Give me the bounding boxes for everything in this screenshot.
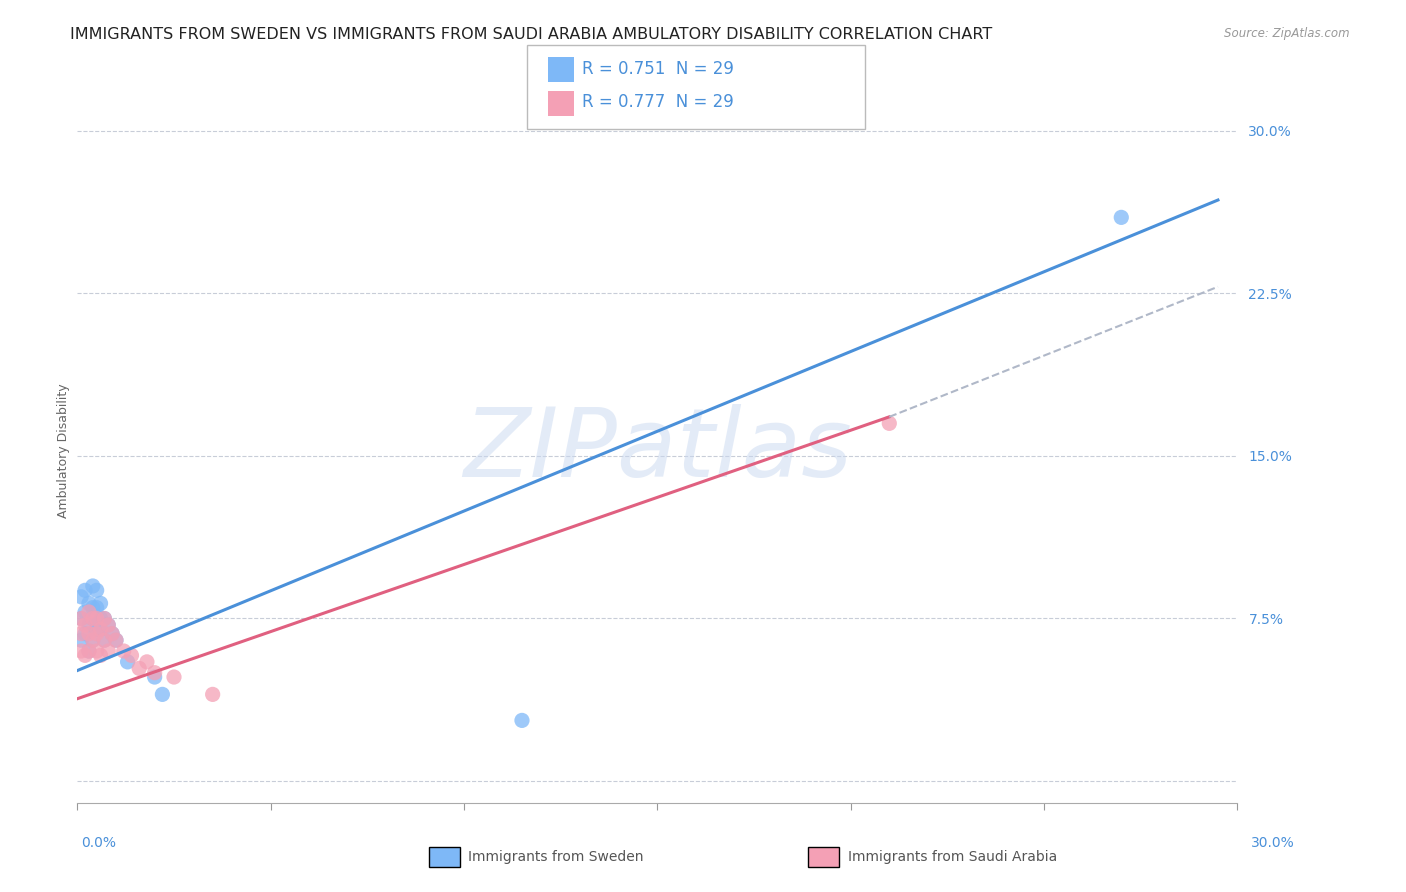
Point [121,648,143,663]
Point [201,687,224,701]
Point [97,618,120,632]
Text: Source: ZipAtlas.com: Source: ZipAtlas.com [1225,27,1350,40]
Point [70,626,93,640]
Point [93,633,115,648]
Point [77,618,100,632]
Point [112,644,135,658]
Text: Immigrants from Saudi Arabia: Immigrants from Saudi Arabia [848,850,1057,864]
Point [105,633,127,648]
Point [143,670,166,684]
Point [90,611,111,625]
Point [82,579,104,593]
Point [117,655,139,669]
Point [77,605,100,619]
Point [128,661,150,675]
Point [77,596,100,610]
Text: R = 0.751  N = 29: R = 0.751 N = 29 [582,60,734,78]
Point [97,644,120,658]
Text: R = 0.777  N = 29: R = 0.777 N = 29 [582,93,734,111]
Point [86,644,108,658]
Point [877,417,901,431]
Text: Immigrants from Sweden: Immigrants from Sweden [468,850,644,864]
Y-axis label: Ambulatory Disability: Ambulatory Disability [58,384,70,517]
Point [1111,211,1133,225]
Point [93,633,115,648]
Point [90,623,111,637]
Point [75,626,96,640]
Point [82,611,104,625]
Point [143,665,166,680]
Point [70,644,93,658]
Point [86,623,108,637]
Point [90,596,111,610]
Point [510,714,533,728]
Point [163,670,186,684]
Point [86,600,108,615]
Point [82,611,104,625]
Point [93,611,115,625]
Point [86,611,108,625]
Point [136,655,159,669]
Point [70,590,93,604]
Point [90,623,111,637]
Point [86,583,108,598]
Point [93,611,115,625]
Point [70,633,93,648]
Point [75,605,96,619]
Text: 30.0%: 30.0% [1250,836,1295,850]
Point [82,600,104,615]
Point [77,626,100,640]
Point [101,626,124,640]
Point [86,626,108,640]
Point [90,648,111,663]
Point [70,611,93,625]
Point [70,611,93,625]
Point [152,687,174,701]
Point [77,644,100,658]
Point [82,633,104,648]
Text: ZIPatlas: ZIPatlas [463,404,852,497]
Point [75,618,96,632]
Text: 0.0%: 0.0% [82,836,115,850]
Point [97,618,120,632]
Point [75,583,96,598]
Text: IMMIGRANTS FROM SWEDEN VS IMMIGRANTS FROM SAUDI ARABIA AMBULATORY DISABILITY COR: IMMIGRANTS FROM SWEDEN VS IMMIGRANTS FRO… [70,27,993,42]
Point [105,633,127,648]
Point [82,633,104,648]
Point [77,644,100,658]
Point [75,648,96,663]
Point [101,626,124,640]
